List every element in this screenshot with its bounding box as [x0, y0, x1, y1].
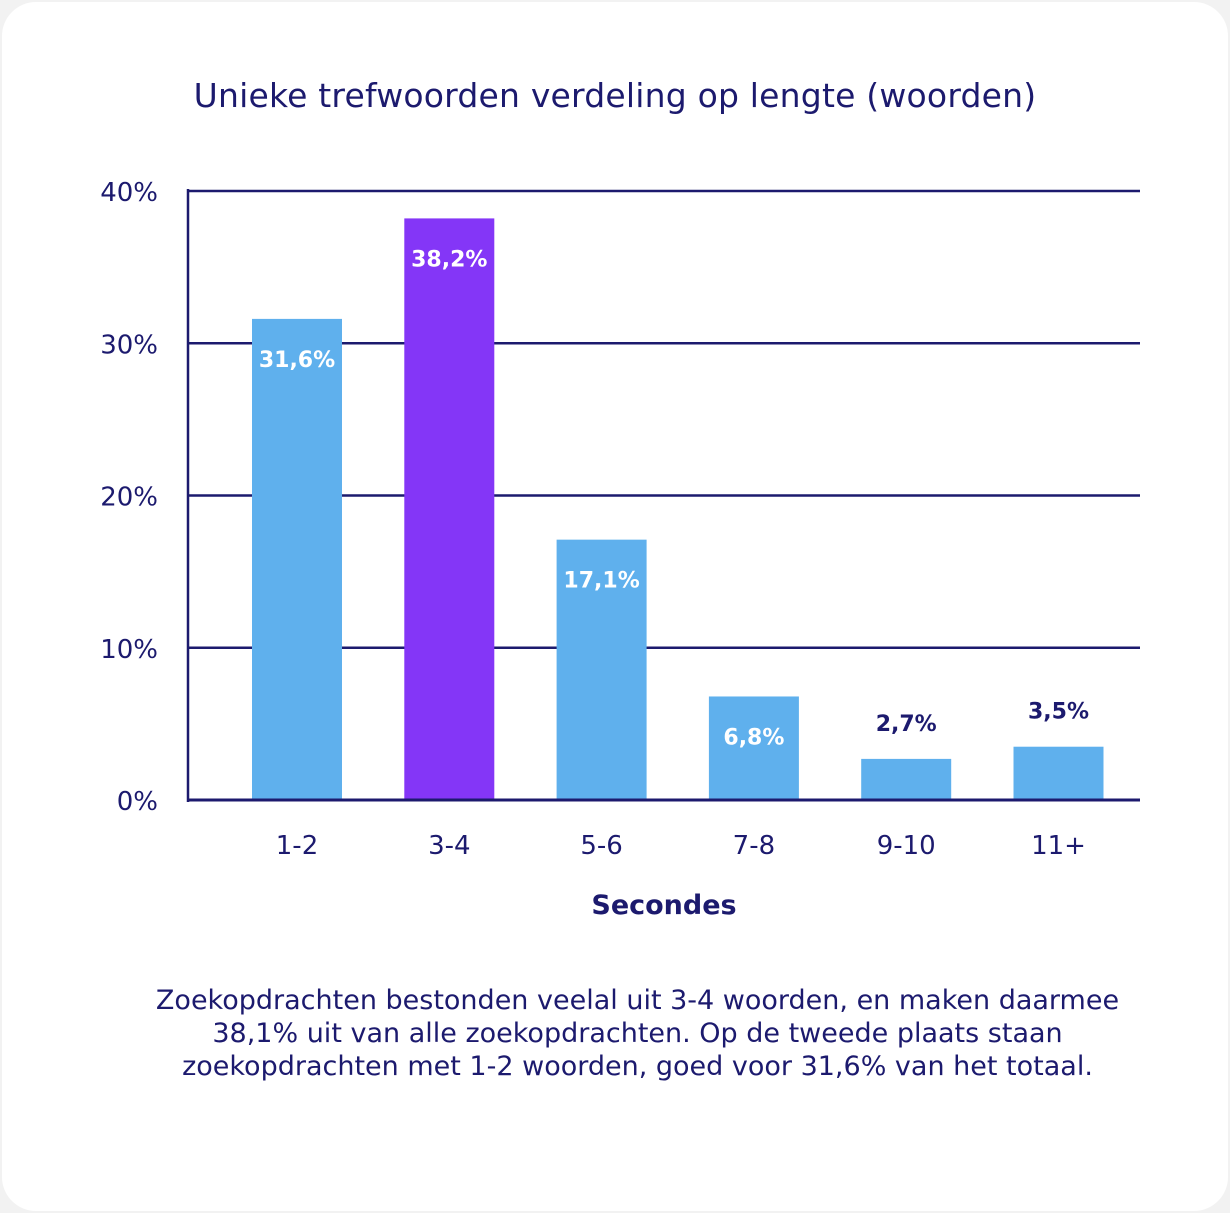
- data-label: 38,2%: [411, 247, 487, 272]
- gridlines: [188, 189, 1140, 649]
- x-tick-label: 3-4: [428, 831, 470, 861]
- chart-caption: Zoekopdrachten bestonden veelal uit 3-4 …: [155, 985, 1120, 1082]
- bar-11+: [1013, 746, 1104, 800]
- data-label: 17,1%: [563, 569, 639, 594]
- x-tick-label: 9-10: [877, 831, 936, 861]
- x-axis-ticks: 1-2 3-4 5-6 7-8 9-10 11+: [276, 831, 1086, 861]
- bar-9-10: [861, 758, 952, 800]
- y-tick-label: 20%: [100, 483, 158, 513]
- bar-7-8: [708, 696, 799, 800]
- bars: [252, 218, 1104, 800]
- y-tick-label: 40%: [100, 178, 158, 208]
- x-tick-label: 11+: [1031, 831, 1086, 861]
- x-tick-label: 7-8: [733, 831, 775, 861]
- data-label: 2,7%: [876, 712, 937, 737]
- bar-3-4: [404, 218, 495, 800]
- data-label: 3,5%: [1028, 700, 1089, 725]
- data-label: 6,8%: [723, 725, 784, 750]
- bar-1-2: [252, 318, 342, 800]
- y-tick-label: 10%: [100, 635, 158, 665]
- bar-5-6: [556, 539, 647, 800]
- y-tick-label: 0%: [117, 787, 158, 817]
- data-labels: 31,6% 38,2% 17,1% 6,8% 2,7% 3,5%: [259, 247, 1089, 750]
- x-axis-label: Secondes: [591, 890, 736, 921]
- y-tick-label: 30%: [100, 330, 158, 360]
- data-label: 31,6%: [259, 348, 335, 373]
- y-axis-ticks: 0% 10% 20% 30% 40%: [100, 178, 158, 817]
- x-tick-label: 5-6: [580, 831, 622, 861]
- x-tick-label: 1-2: [276, 831, 318, 861]
- chart-title: Unieke trefwoorden verdeling op lengte (…: [193, 76, 1037, 115]
